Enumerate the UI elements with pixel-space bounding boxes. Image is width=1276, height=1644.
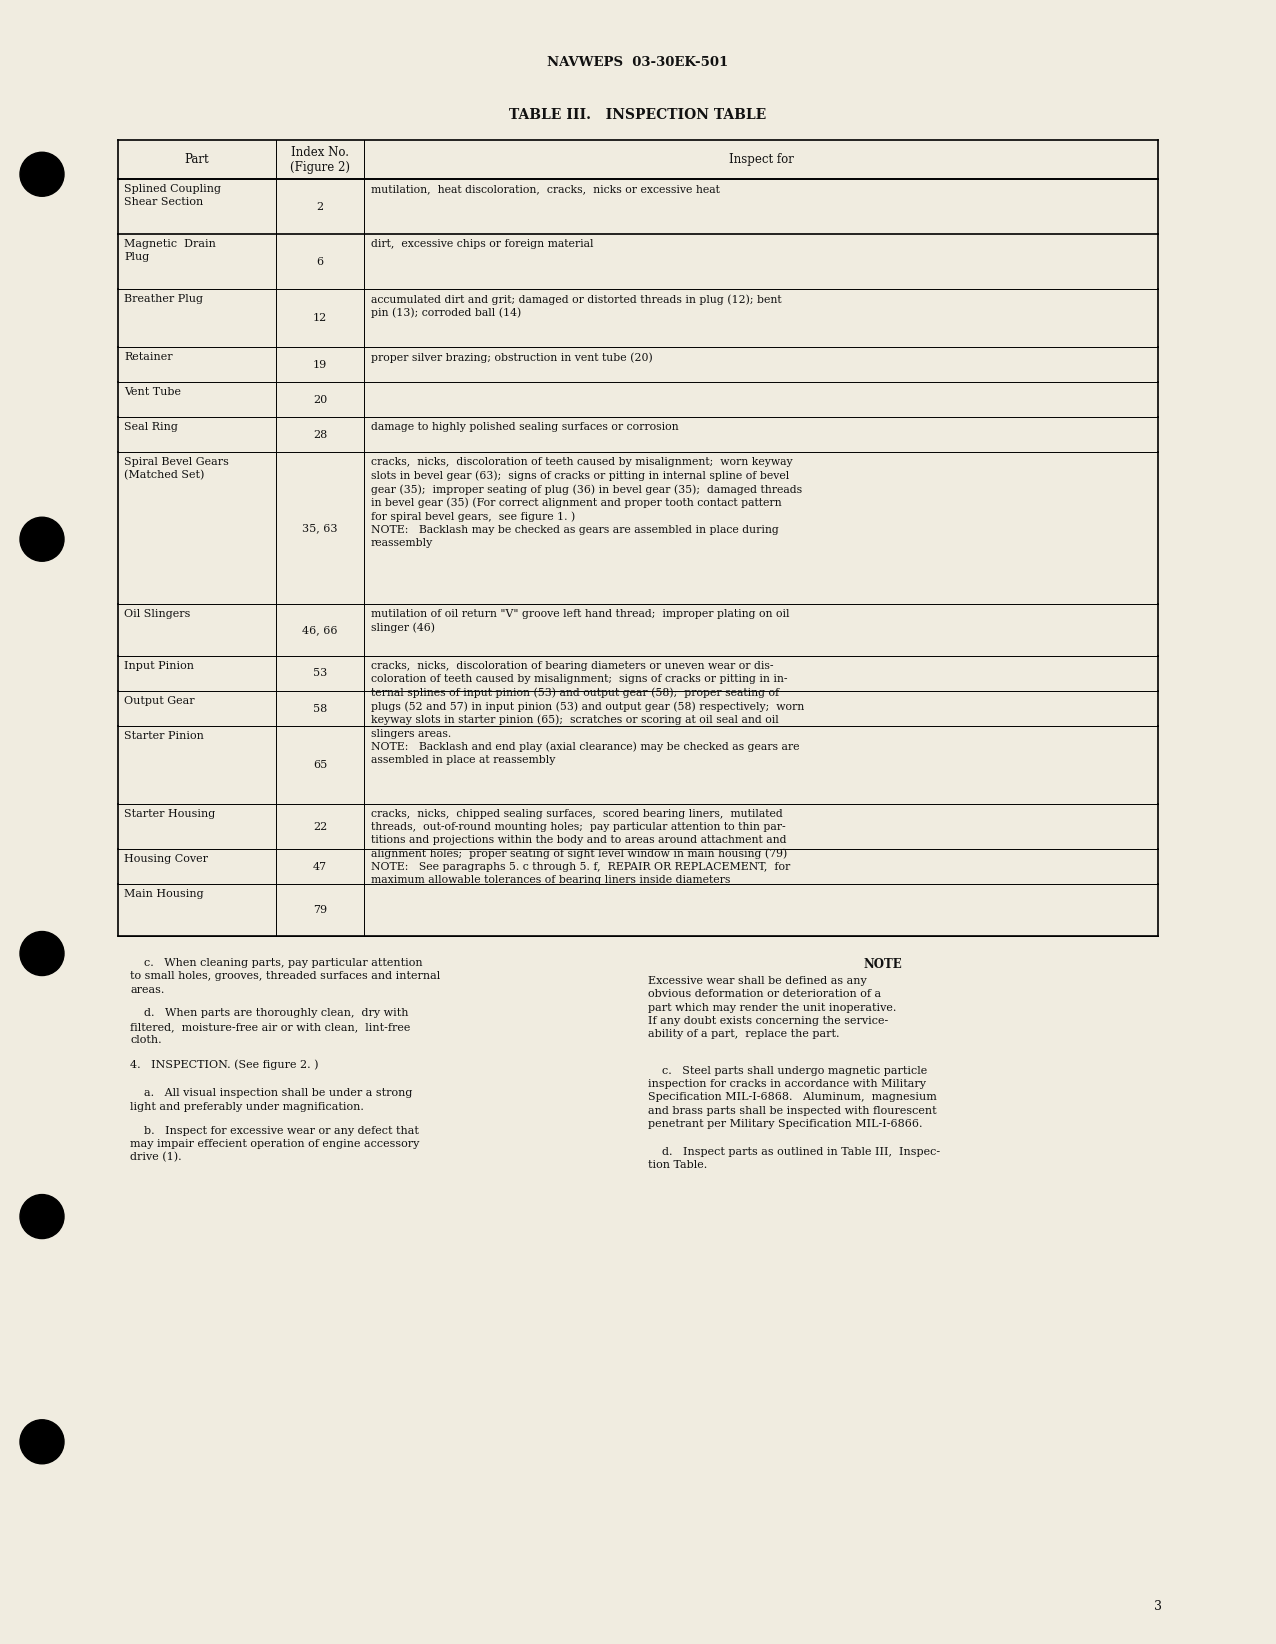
Text: 3: 3 xyxy=(1154,1600,1162,1613)
Text: cracks,  nicks,  discoloration of bearing diameters or uneven wear or dis-
color: cracks, nicks, discoloration of bearing … xyxy=(371,661,804,766)
Text: Oil Slingers: Oil Slingers xyxy=(124,608,190,620)
Text: 46, 66: 46, 66 xyxy=(302,625,338,635)
Text: 35, 63: 35, 63 xyxy=(302,523,338,533)
Text: accumulated dirt and grit; damaged or distorted threads in plug (12); bent
pin (: accumulated dirt and grit; damaged or di… xyxy=(371,294,782,319)
Circle shape xyxy=(20,1195,64,1238)
Text: 79: 79 xyxy=(313,904,327,916)
Text: Output Gear: Output Gear xyxy=(124,695,195,705)
Text: NOTE: NOTE xyxy=(864,958,902,972)
Text: 53: 53 xyxy=(313,669,327,679)
Text: NAVWEPS  03-30EK-501: NAVWEPS 03-30EK-501 xyxy=(547,56,729,69)
Text: mutilation of oil return "V" groove left hand thread;  improper plating on oil
s: mutilation of oil return "V" groove left… xyxy=(371,608,790,633)
Text: 12: 12 xyxy=(313,312,327,322)
Text: b.   Inspect for excessive wear or any defect that
may impair effecient operatio: b. Inspect for excessive wear or any def… xyxy=(130,1126,420,1162)
Text: damage to highly polished sealing surfaces or corrosion: damage to highly polished sealing surfac… xyxy=(371,423,679,432)
Circle shape xyxy=(20,153,64,196)
Text: Part: Part xyxy=(185,153,209,166)
Text: Retainer: Retainer xyxy=(124,352,172,362)
Text: 65: 65 xyxy=(313,760,327,769)
Text: cracks,  nicks,  chipped sealing surfaces,  scored bearing liners,  mutilated
th: cracks, nicks, chipped sealing surfaces,… xyxy=(371,809,790,884)
Text: 28: 28 xyxy=(313,429,327,439)
Text: Spiral Bevel Gears
(Matched Set): Spiral Bevel Gears (Matched Set) xyxy=(124,457,228,480)
Text: Excessive wear shall be defined as any
obvious deformation or deterioration of a: Excessive wear shall be defined as any o… xyxy=(648,977,896,1039)
Text: d.   Inspect parts as outlined in Table III,  Inspec-
tion Table.: d. Inspect parts as outlined in Table II… xyxy=(648,1148,940,1171)
Circle shape xyxy=(20,932,64,975)
Text: Housing Cover: Housing Cover xyxy=(124,853,208,865)
Text: Magnetic  Drain
Plug: Magnetic Drain Plug xyxy=(124,238,216,261)
Text: TABLE III.   INSPECTION TABLE: TABLE III. INSPECTION TABLE xyxy=(509,109,767,122)
Text: c.   Steel parts shall undergo magnetic particle
inspection for cracks in accord: c. Steel parts shall undergo magnetic pa… xyxy=(648,1065,937,1129)
Text: 58: 58 xyxy=(313,704,327,713)
Circle shape xyxy=(20,1420,64,1463)
Text: Starter Housing: Starter Housing xyxy=(124,809,216,819)
Circle shape xyxy=(20,518,64,561)
Text: d.   When parts are thoroughly clean,  dry with
filtered,  moisture-free air or : d. When parts are thoroughly clean, dry … xyxy=(130,1008,411,1046)
Text: 6: 6 xyxy=(316,256,324,266)
Text: a.   All visual inspection shall be under a strong
light and preferably under ma: a. All visual inspection shall be under … xyxy=(130,1088,412,1111)
Text: Inspect for: Inspect for xyxy=(729,153,794,166)
Text: Main Housing: Main Housing xyxy=(124,889,204,899)
Text: Seal Ring: Seal Ring xyxy=(124,423,177,432)
Text: mutilation,  heat discoloration,  cracks,  nicks or excessive heat: mutilation, heat discoloration, cracks, … xyxy=(371,184,720,194)
Text: dirt,  excessive chips or foreign material: dirt, excessive chips or foreign materia… xyxy=(371,238,593,248)
Text: 4.   INSPECTION. (See figure 2. ): 4. INSPECTION. (See figure 2. ) xyxy=(130,1059,319,1070)
Text: 22: 22 xyxy=(313,822,327,832)
Text: Breather Plug: Breather Plug xyxy=(124,294,203,304)
Text: cracks,  nicks,  discoloration of teeth caused by misalignment;  worn keyway
slo: cracks, nicks, discoloration of teeth ca… xyxy=(371,457,803,549)
Text: Starter Pinion: Starter Pinion xyxy=(124,732,204,741)
Text: Splined Coupling
Shear Section: Splined Coupling Shear Section xyxy=(124,184,221,207)
Text: Index No.
(Figure 2): Index No. (Figure 2) xyxy=(290,146,350,174)
Text: proper silver brazing; obstruction in vent tube (20): proper silver brazing; obstruction in ve… xyxy=(371,352,653,363)
Text: 47: 47 xyxy=(313,861,327,871)
Text: c.   When cleaning parts, pay particular attention
to small holes, grooves, thre: c. When cleaning parts, pay particular a… xyxy=(130,958,440,995)
Text: 19: 19 xyxy=(313,360,327,370)
Text: 2: 2 xyxy=(316,202,324,212)
Text: 20: 20 xyxy=(313,395,327,404)
Text: Input Pinion: Input Pinion xyxy=(124,661,194,671)
Text: Vent Tube: Vent Tube xyxy=(124,386,181,396)
